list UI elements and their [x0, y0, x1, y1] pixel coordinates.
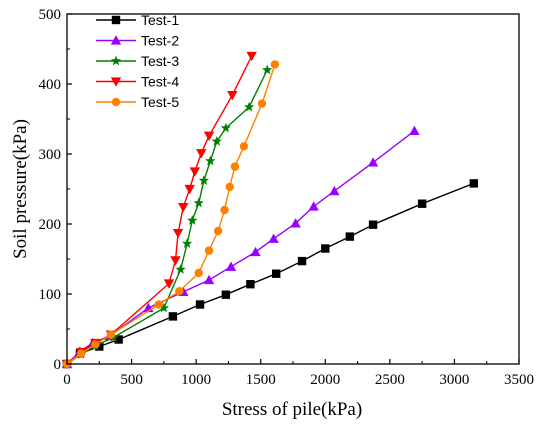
data-point [158, 302, 169, 313]
data-point [168, 312, 178, 321]
data-point [187, 215, 198, 225]
data-point [198, 175, 210, 185]
data-point [329, 185, 340, 196]
data-point [257, 99, 267, 108]
plot-frame [66, 13, 520, 365]
data-point [178, 203, 189, 213]
series-line [66, 69, 268, 365]
data-point [297, 256, 307, 266]
data-point [230, 162, 240, 171]
data-point [175, 287, 184, 296]
data-point [175, 264, 186, 274]
y-tick-label: 0 [54, 357, 62, 373]
y-tick-label: 500 [39, 7, 62, 23]
data-point [308, 201, 319, 211]
x-tick-label: 2500 [375, 372, 405, 388]
data-point [409, 125, 420, 136]
data-point [163, 279, 175, 289]
data-point [194, 268, 203, 278]
data-point [91, 340, 100, 349]
legend-label: Test-5 [141, 94, 179, 110]
series-line [66, 182, 475, 365]
data-point [225, 261, 237, 271]
data-point [213, 226, 223, 236]
series-test-3 [61, 64, 273, 369]
y-tick-label: 100 [39, 287, 62, 303]
x-tick-label: 3500 [504, 372, 534, 388]
y-axis-title: Soil pressure(kPa) [10, 119, 31, 259]
legend-label: Test-4 [141, 74, 179, 90]
axes: 0 500 1000 1500 2000 2500 3000 3500 0 100 200 300 40… [39, 7, 535, 388]
legend-marker [111, 97, 121, 107]
data-point [204, 246, 214, 255]
x-tick-label: 3000 [439, 372, 469, 388]
data-point [262, 64, 273, 75]
data-point [368, 220, 378, 229]
data-point [95, 342, 104, 351]
legend: Test-1 Test-2 Test-3 Test-4 Test-5 [96, 12, 179, 110]
data-point [205, 155, 216, 166]
data-point [220, 205, 229, 215]
x-tick-label: 1000 [181, 372, 211, 388]
legend-item-test-5: Test-5 [96, 94, 179, 110]
data-point [239, 142, 249, 151]
data-point [203, 131, 215, 141]
data-point [184, 184, 195, 195]
data-point [170, 256, 181, 266]
legend-label: Test-3 [141, 53, 179, 69]
data-point [270, 60, 280, 69]
plot-area [61, 51, 478, 370]
data-point [227, 91, 238, 101]
data-point [272, 269, 281, 278]
data-point [290, 218, 301, 228]
data-point [345, 232, 355, 241]
data-point [195, 300, 205, 309]
legend-marker [110, 35, 122, 45]
x-axis-title: Stress of pile(kPa) [222, 399, 362, 420]
legend-item-test-1: Test-1 [96, 12, 179, 28]
data-point [246, 280, 255, 289]
data-point [321, 244, 330, 253]
data-point [189, 167, 201, 177]
y-tick-label: 300 [39, 147, 62, 163]
x-tick-label: 500 [120, 372, 143, 388]
y-tick-label: 400 [39, 77, 62, 93]
data-point [193, 197, 204, 208]
legend-marker [110, 55, 122, 66]
x-tick-label: 1500 [246, 372, 276, 388]
legend-item-test-3: Test-3 [96, 53, 179, 69]
x-tick-label: 0 [63, 372, 71, 388]
data-point [367, 157, 379, 167]
data-point [469, 179, 478, 188]
data-point [211, 136, 222, 146]
legend-label: Test-1 [141, 12, 179, 28]
data-point [77, 349, 86, 358]
data-point [221, 290, 231, 299]
data-point [106, 330, 116, 339]
data-point [114, 335, 123, 344]
data-point [196, 149, 207, 159]
data-point [172, 228, 184, 239]
y-tick-label: 200 [39, 217, 62, 233]
legend-item-test-2: Test-2 [96, 33, 179, 49]
legend-label: Test-2 [141, 33, 179, 49]
data-point [250, 246, 261, 257]
series-test-1 [62, 179, 478, 369]
legend-marker [110, 77, 122, 87]
legend-item-test-4: Test-4 [96, 74, 179, 90]
legend-marker [111, 15, 121, 25]
data-point [225, 182, 234, 192]
data-point [246, 51, 257, 62]
data-point [181, 238, 193, 248]
series-test-5 [62, 60, 280, 369]
data-point [203, 274, 215, 285]
data-point [154, 300, 163, 309]
x-tick-label: 2000 [310, 372, 340, 388]
data-point [268, 233, 279, 243]
data-point [220, 122, 231, 133]
data-point [417, 199, 427, 208]
data-point [243, 101, 255, 112]
